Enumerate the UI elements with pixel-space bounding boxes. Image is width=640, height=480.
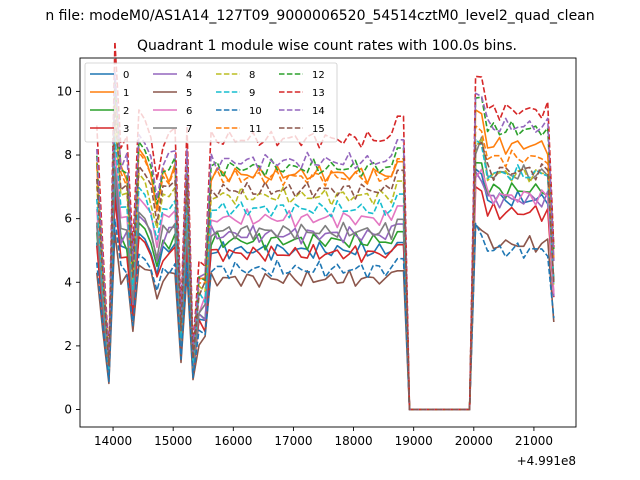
legend-label-13: 13 xyxy=(312,88,325,99)
series-line-9 xyxy=(96,136,555,411)
legend-label-9: 9 xyxy=(249,88,255,99)
series-line-2 xyxy=(96,161,555,411)
figure-suptitle: n file: modeM0/AS1A14_127T09_9000006520_… xyxy=(45,8,594,24)
legend-label-4: 4 xyxy=(186,70,192,81)
series-line-11 xyxy=(96,92,555,411)
series-line-10 xyxy=(96,218,555,411)
x-offset-text: +4.991e8 xyxy=(517,454,576,468)
legend-label-8: 8 xyxy=(249,70,255,81)
series-line-14 xyxy=(96,71,555,411)
series-line-6 xyxy=(96,149,555,411)
legend-label-1: 1 xyxy=(123,88,129,99)
axes-frame xyxy=(79,57,577,428)
x-tick-label: 15000 xyxy=(154,434,192,448)
legend-box xyxy=(84,62,338,143)
series-line-7 xyxy=(96,136,555,411)
series-line-0 xyxy=(96,168,555,411)
legend-label-10: 10 xyxy=(249,106,262,117)
x-tick-label: 20000 xyxy=(455,434,493,448)
y-tick-label: 4 xyxy=(64,275,72,289)
series-line-1 xyxy=(96,88,555,411)
legend-label-12: 12 xyxy=(312,70,325,81)
legend-label-0: 0 xyxy=(123,70,129,81)
x-tick-label: 14000 xyxy=(94,434,132,448)
x-tick-label: 21000 xyxy=(515,434,553,448)
series-line-8 xyxy=(96,118,555,411)
legend-label-14: 14 xyxy=(312,106,325,117)
x-tick-label: 18000 xyxy=(334,434,372,448)
x-tick-label: 16000 xyxy=(214,434,252,448)
legend-label-15: 15 xyxy=(312,124,325,135)
series-line-15 xyxy=(96,110,555,411)
legend-label-11: 11 xyxy=(249,124,262,135)
y-tick-label: 6 xyxy=(64,212,72,226)
legend-label-6: 6 xyxy=(186,106,192,117)
y-tick-label: 10 xyxy=(57,84,72,98)
chart-title: Quadrant 1 module wise count rates with … xyxy=(137,38,517,54)
legend-label-5: 5 xyxy=(186,88,192,99)
legend-label-2: 2 xyxy=(123,106,129,117)
x-tick-label: 19000 xyxy=(395,434,433,448)
y-tick-label: 0 xyxy=(64,403,72,417)
series-line-3 xyxy=(96,186,555,411)
x-tick-label: 17000 xyxy=(274,434,312,448)
y-tick-label: 8 xyxy=(64,148,72,162)
y-tick-label: 2 xyxy=(64,339,72,353)
series-line-12 xyxy=(96,79,555,411)
legend-label-7: 7 xyxy=(186,124,192,135)
plot-area: 14000 15000 16000 17000 18000 19000 20000 21000… xyxy=(57,40,577,468)
legend-label-3: 3 xyxy=(123,124,129,135)
